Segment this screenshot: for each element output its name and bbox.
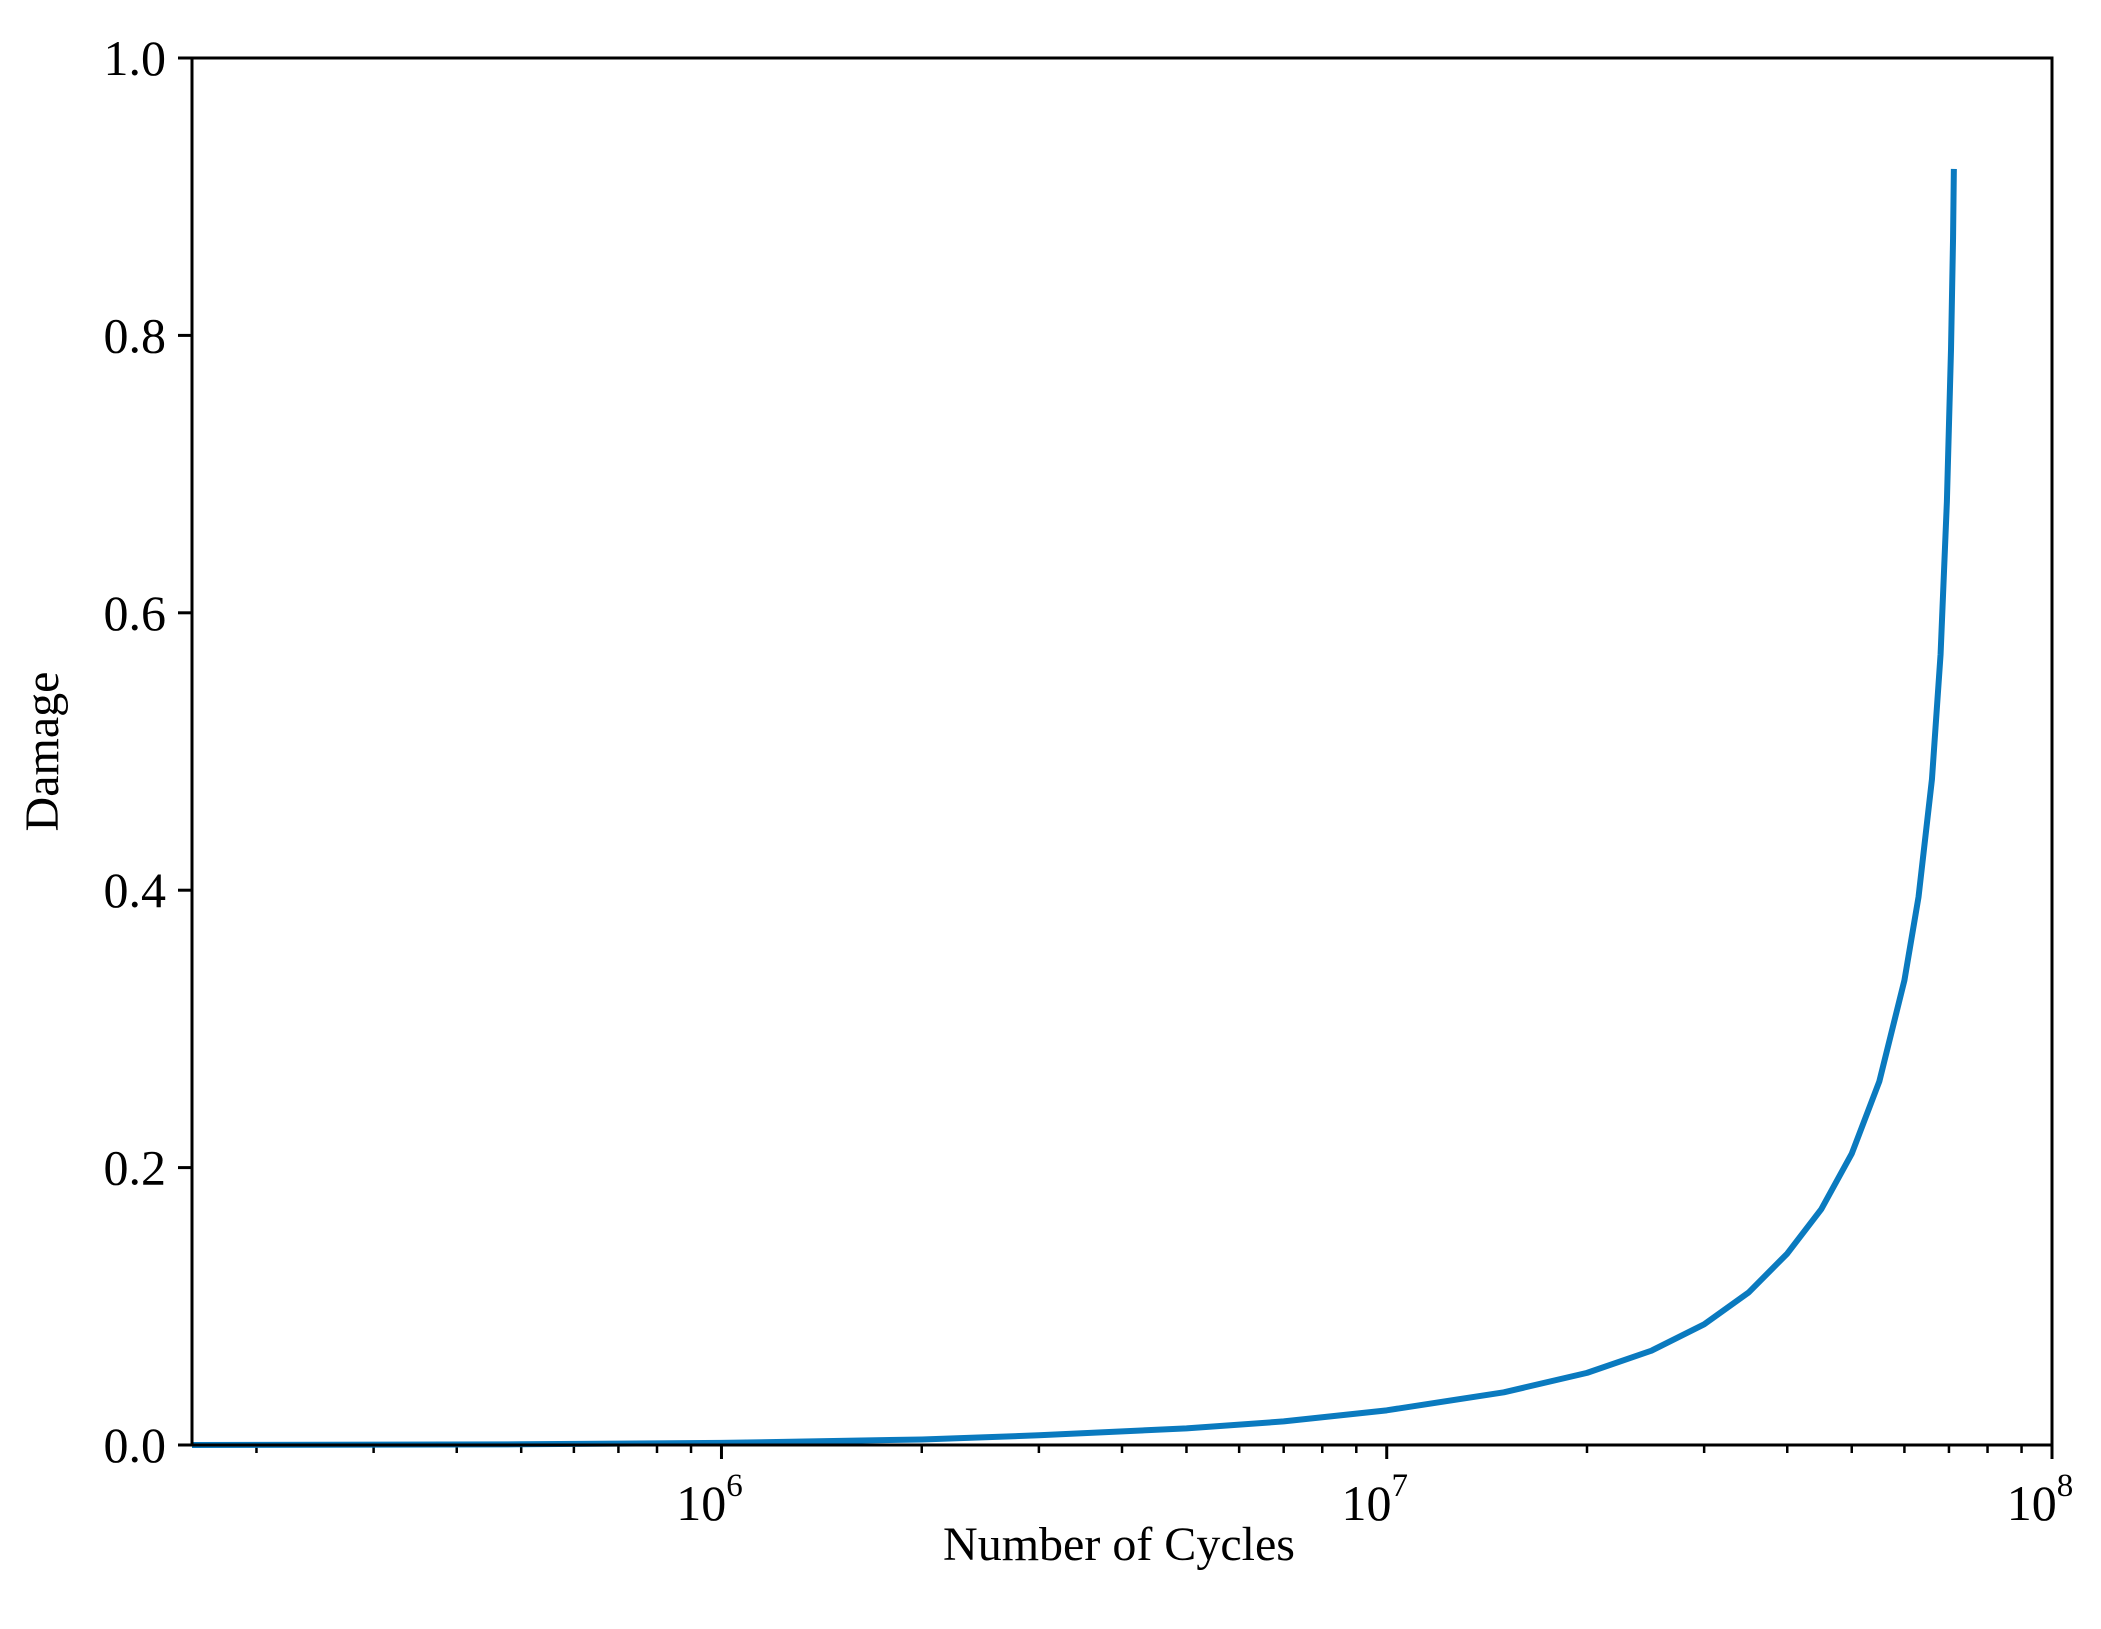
x-tick-label: 106	[676, 1468, 743, 1531]
y-axis-ticks: 0.0 0.2 0.4 0.6 0.8 1.0	[104, 30, 192, 1473]
y-tick-label: 0.8	[104, 307, 167, 363]
y-tick-label: 0.4	[104, 862, 167, 918]
y-axis-label: Damage	[16, 672, 69, 832]
y-tick-label: 0.6	[104, 585, 167, 641]
x-axis-label: Number of Cycles	[943, 1518, 1295, 1571]
x-axis-ticks: 106 107 108	[676, 1445, 2073, 1531]
y-tick-label: 1.0	[104, 30, 167, 86]
y-tick-label: 0.0	[104, 1417, 167, 1473]
plot-frame	[190, 56, 2054, 1447]
x-tick-label: 108	[2007, 1468, 2074, 1531]
series-line-damage	[191, 168, 1957, 1448]
y-tick-label: 0.2	[104, 1140, 167, 1196]
x-tick-label: 107	[1341, 1468, 1408, 1531]
